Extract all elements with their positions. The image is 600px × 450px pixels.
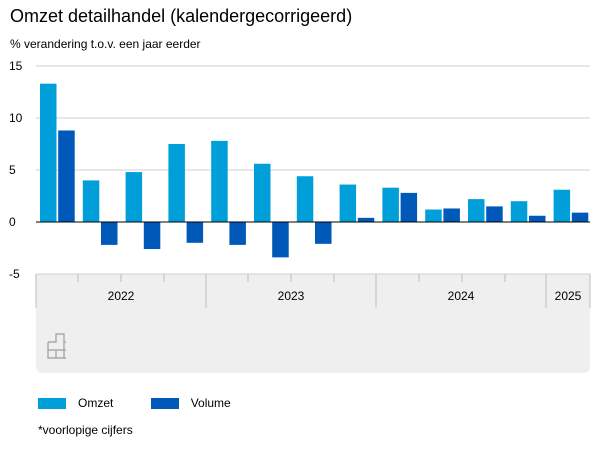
- legend-swatch-volume: [150, 397, 179, 409]
- bar-volume: [143, 222, 161, 250]
- bar-volume: [315, 222, 332, 244]
- bar-volume: [101, 222, 118, 245]
- footnote: *voorlopige cijfers: [38, 423, 133, 437]
- bar-omzet: [553, 189, 571, 222]
- bar-omzet: [510, 201, 528, 222]
- bar-volume: [229, 222, 246, 245]
- bar-volume: [486, 206, 503, 222]
- bar-omzet: [254, 163, 271, 222]
- bar-omzet: [468, 199, 485, 222]
- x-group-label: 2023: [278, 289, 305, 303]
- legend-label-omzet: Omzet: [78, 396, 114, 410]
- bar-volume: [272, 222, 289, 258]
- bar-volume: [571, 212, 589, 222]
- bar-omzet: [211, 140, 228, 222]
- chart-subtitle: % verandering t.o.v. een jaar eerder: [10, 37, 201, 51]
- bar-volume: [529, 215, 546, 222]
- bar-volume: [186, 222, 204, 243]
- bar-omzet: [168, 144, 185, 222]
- bar-volume: [357, 217, 375, 222]
- x-axis-label-band: [36, 274, 590, 308]
- y-tick-label: 0: [9, 215, 16, 229]
- legend-swatch-omzet: [38, 397, 66, 409]
- y-tick-label: 15: [9, 59, 23, 73]
- bar-volume: [400, 192, 418, 222]
- legend-label-volume: Volume: [190, 396, 231, 410]
- bar-omzet: [425, 209, 442, 222]
- x-group-label: 2025: [555, 289, 582, 303]
- bar-omzet: [125, 172, 143, 222]
- bar-volume: [58, 130, 75, 222]
- legend-item-volume: Volume: [150, 396, 231, 410]
- y-tick-label: -5: [9, 267, 20, 281]
- bar-omzet: [82, 180, 100, 222]
- y-tick-label: 5: [9, 163, 16, 177]
- x-group-label: 2024: [448, 289, 475, 303]
- legend: Omzet Volume: [38, 396, 265, 412]
- x-group-label: 2022: [108, 289, 135, 303]
- bar-chart: -5 0 5 10 15 2022 2023 2024 2025: [9, 59, 591, 373]
- y-tick-label: 10: [9, 111, 23, 125]
- bar-omzet: [339, 184, 357, 222]
- logo-mark: [64, 341, 66, 359]
- legend-item-omzet: Omzet: [38, 396, 113, 410]
- bar-omzet: [296, 176, 314, 222]
- bar-omzet: [382, 187, 399, 222]
- bar-omzet: [40, 83, 57, 223]
- chart-title: Omzet detailhandel (kalendergecorrigeerd…: [10, 6, 353, 26]
- bar-volume: [443, 208, 460, 222]
